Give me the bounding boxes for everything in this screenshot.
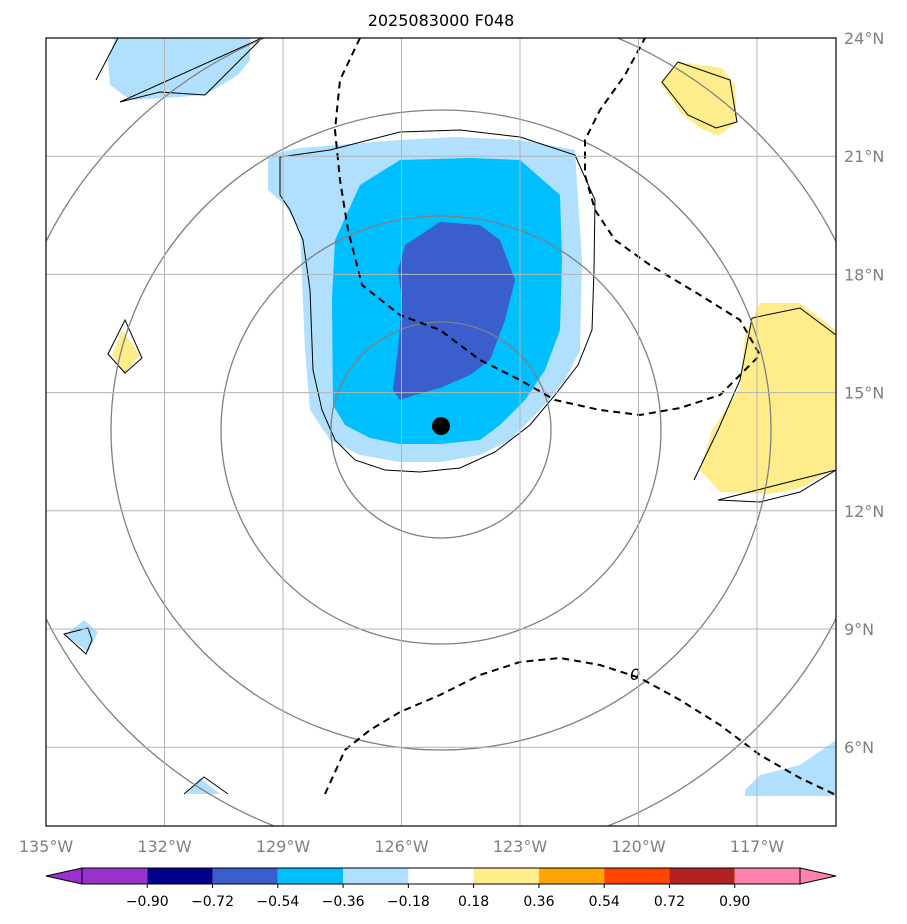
colorbar-tick-label: −0.36 xyxy=(322,894,365,910)
colorbar-tick-label: 0.36 xyxy=(523,894,554,910)
colorbar-tick-label: 0.54 xyxy=(589,894,620,910)
colorbar xyxy=(45,867,837,885)
colorbar-segment xyxy=(604,868,670,884)
y-tick-label: 15°N xyxy=(844,384,884,403)
plot-area: 0 xyxy=(46,38,836,826)
x-tick-label: 132°W xyxy=(137,837,192,856)
fill-light-blue-bottom-left xyxy=(186,778,220,794)
y-axis-ticks: 6°N 9°N 12°N 15°N 18°N 21°N 24°N xyxy=(844,29,884,757)
y-tick-label: 24°N xyxy=(844,29,884,48)
x-tick-label: 117°W xyxy=(730,837,785,856)
x-tick-label: 123°W xyxy=(493,837,548,856)
colorbar-tick-label: 0.18 xyxy=(458,894,489,910)
x-tick-label: 129°W xyxy=(256,837,311,856)
colorbar-ticks: −0.90 −0.72 −0.54 −0.36 −0.18 0.18 0.36 0.54 0.7… xyxy=(126,884,750,910)
fill-yellow-topright xyxy=(660,62,737,136)
colorbar-segment xyxy=(473,868,539,884)
y-tick-label: 21°N xyxy=(844,147,884,166)
colorbar-tick-label: 0.72 xyxy=(654,894,685,910)
fill-light-blue-left-small xyxy=(65,620,98,652)
y-tick-label: 9°N xyxy=(844,620,874,639)
colorbar-extend-low xyxy=(45,867,83,885)
colorbar-segment xyxy=(277,868,344,884)
colorbar-segment xyxy=(408,868,474,884)
x-tick-label: 135°W xyxy=(19,837,74,856)
y-tick-label: 6°N xyxy=(844,738,874,757)
colorbar-frame xyxy=(81,867,801,885)
colorbar-segment xyxy=(343,868,409,884)
colorbar-tick-label: 0.90 xyxy=(719,894,750,910)
fill-dark-blue xyxy=(393,222,515,400)
colorbar-segment xyxy=(82,868,148,884)
colorbar-tick-label: −0.72 xyxy=(191,894,234,910)
colorbar-segment xyxy=(669,868,735,884)
x-tick-label: 126°W xyxy=(374,837,429,856)
colorbar-tick-label: −0.54 xyxy=(256,894,299,910)
colorbar-segment xyxy=(538,868,605,884)
zero-contours xyxy=(324,38,836,796)
colorbar-tick-label: −0.18 xyxy=(387,894,430,910)
y-tick-label: 18°N xyxy=(844,265,884,284)
filled-regions xyxy=(65,38,836,796)
fill-light-blue-topleft xyxy=(108,38,250,100)
y-tick-label: 12°N xyxy=(844,502,884,521)
colorbar-segment xyxy=(212,868,278,884)
x-axis-ticks: 135°W 132°W 129°W 126°W 123°W 120°W 117°W xyxy=(19,837,785,856)
fill-yellow-right xyxy=(700,303,836,494)
colorbar-extend-high xyxy=(799,867,837,885)
range-rings xyxy=(46,38,836,826)
zero-contour-label: 0 xyxy=(630,665,640,684)
colorbar-segment xyxy=(734,868,800,884)
chart-title: 2025083000 F048 xyxy=(368,11,515,30)
colorbar-tick-label: −0.90 xyxy=(126,894,169,910)
gridlines xyxy=(46,38,836,826)
colorbar-segment xyxy=(147,868,213,884)
x-tick-label: 120°W xyxy=(611,837,666,856)
fill-light-blue-bottom-right xyxy=(745,740,836,796)
storm-center-marker xyxy=(432,417,450,436)
plot-frame xyxy=(45,37,837,827)
